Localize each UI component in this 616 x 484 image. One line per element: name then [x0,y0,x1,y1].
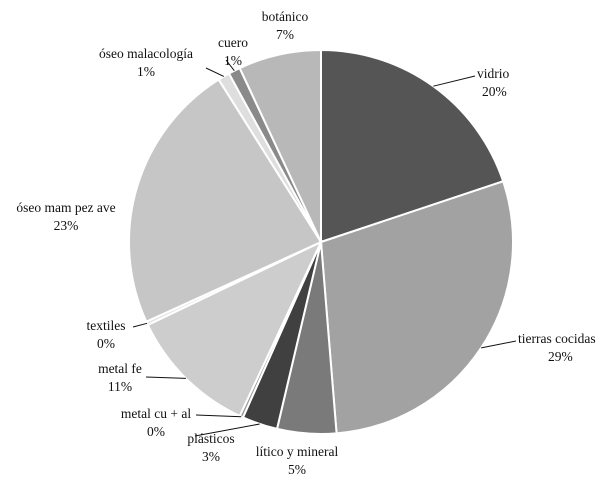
leader-line [194,423,260,437]
slice-label-botanico: botánico [262,9,309,24]
slice-value-plasticos: 3% [202,449,220,464]
slice-value-botanico: 7% [276,27,294,42]
leader-line [195,414,242,418]
slice-label-textiles: textiles [87,318,126,333]
pie-slice-botanico [238,48,322,243]
slice-label-metal-fe: metal fe [98,361,142,376]
leader-line [205,67,225,77]
slice-label-litico-y-mineral: lítico y mineral [256,444,339,459]
slice-value-metal-cu-al: 0% [147,424,165,439]
slice-label-vidrio: vidrio [477,66,509,81]
slice-value-textiles: 0% [97,336,115,351]
slice-value-metal-fe: 11% [108,379,132,394]
slice-label-plasticos: plásticos [187,431,234,446]
slice-value-vidrio: 20% [482,84,507,99]
slice-label-cuero: cuero [218,35,248,50]
leader-line [433,75,476,87]
leader-line [225,59,235,72]
slice-value-tierras-cocidas: 29% [548,349,573,364]
slice-value-oseo-mam-pez-ave: 23% [54,218,79,233]
slice-label-tierras-cocidas: tierras cocidas [518,331,596,346]
pie-slice-vidrio [320,48,505,244]
slice-value-oseo-malacologia: 1% [137,64,155,79]
pie-slice-tierras-cocidas [319,180,514,435]
slice-value-litico-y-mineral: 5% [288,462,306,477]
pie-slices [128,48,514,435]
slice-label-oseo-mam-pez-ave: óseo mam pez ave [16,200,115,215]
leader-line [132,322,148,328]
slice-value-cuero: 1% [224,53,242,68]
leader-line [145,376,186,379]
leader-line [481,340,517,349]
slice-label-oseo-malacologia: óseo malacología [99,46,193,61]
leader-lines [132,59,517,437]
pie-slice-oseo-mam-pez-ave [128,78,323,323]
slice-label-metal-cu-al: metal cu + al [121,406,191,421]
